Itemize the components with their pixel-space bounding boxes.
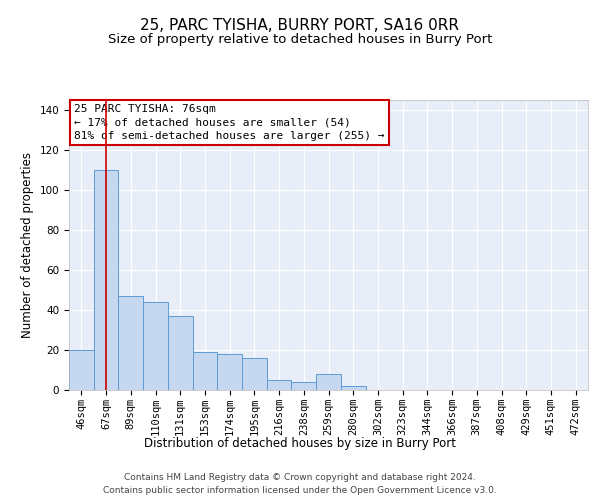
Bar bbox=[94, 170, 118, 390]
Bar bbox=[292, 382, 316, 390]
Bar bbox=[341, 386, 365, 390]
Text: Distribution of detached houses by size in Burry Port: Distribution of detached houses by size … bbox=[144, 438, 456, 450]
Y-axis label: Number of detached properties: Number of detached properties bbox=[21, 152, 34, 338]
Bar bbox=[242, 358, 267, 390]
Bar bbox=[168, 316, 193, 390]
Text: Contains public sector information licensed under the Open Government Licence v3: Contains public sector information licen… bbox=[103, 486, 497, 495]
Bar bbox=[267, 380, 292, 390]
Bar bbox=[316, 374, 341, 390]
Text: 25 PARC TYISHA: 76sqm
← 17% of detached houses are smaller (54)
81% of semi-deta: 25 PARC TYISHA: 76sqm ← 17% of detached … bbox=[74, 104, 385, 141]
Bar bbox=[217, 354, 242, 390]
Bar bbox=[118, 296, 143, 390]
Text: Contains HM Land Registry data © Crown copyright and database right 2024.: Contains HM Land Registry data © Crown c… bbox=[124, 472, 476, 482]
Bar bbox=[143, 302, 168, 390]
Bar bbox=[193, 352, 217, 390]
Text: 25, PARC TYISHA, BURRY PORT, SA16 0RR: 25, PARC TYISHA, BURRY PORT, SA16 0RR bbox=[140, 18, 460, 32]
Text: Size of property relative to detached houses in Burry Port: Size of property relative to detached ho… bbox=[108, 32, 492, 46]
Bar bbox=[69, 350, 94, 390]
